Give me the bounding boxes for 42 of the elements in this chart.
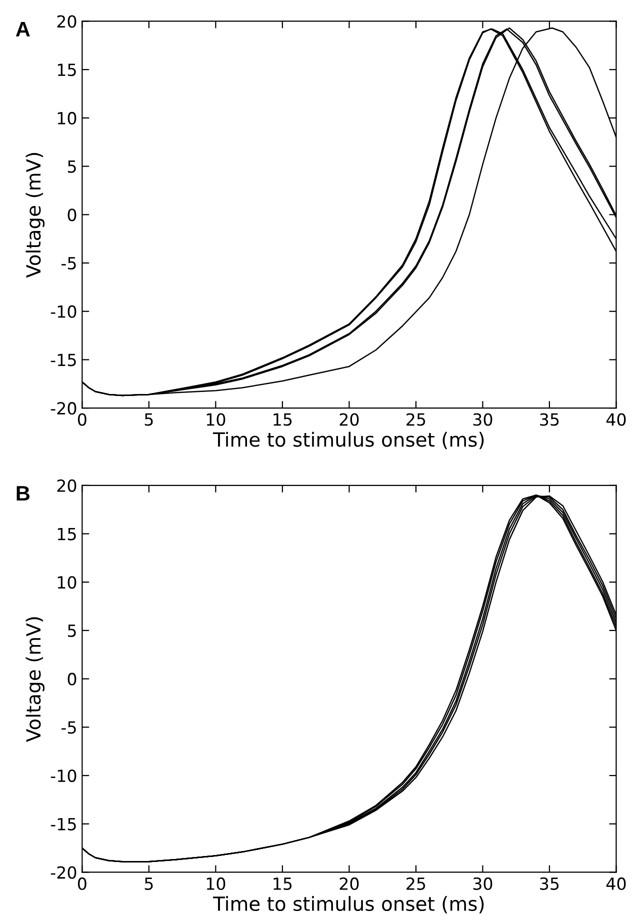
y-tick-label: -10 <box>50 769 76 782</box>
y-tick-label: 0 <box>68 208 76 222</box>
y-tick-label: 10 <box>58 112 76 125</box>
x-tick-label: 35 <box>540 413 559 426</box>
y-tick-label: 15 <box>58 64 76 76</box>
x-tick-label: 30 <box>473 877 492 890</box>
y-axis-title: Voltage (mV) <box>26 153 45 278</box>
y-tick-label: -5 <box>61 257 76 270</box>
x-tick-label: 40 <box>606 877 626 890</box>
x-axis-title: Time to stimulus onset (ms) <box>212 432 484 450</box>
x-tick-label: 0 <box>78 877 86 890</box>
y-tick-label: -20 <box>50 866 76 879</box>
y-tick-label: -15 <box>50 354 76 366</box>
x-tick-label: 0 <box>78 413 86 426</box>
x-tick-label: 15 <box>274 878 292 890</box>
x-tick-label: 20 <box>340 877 359 890</box>
y-tick-label: 5 <box>68 624 76 638</box>
y-tick-label: -20 <box>50 402 76 415</box>
y-tick-label: -15 <box>50 818 76 830</box>
x-tick-label: 15 <box>274 413 292 426</box>
y-tick-label: 5 <box>68 160 76 173</box>
y-axis-title: Voltage (mV) <box>26 617 45 742</box>
y-tick-label: -5 <box>61 721 76 734</box>
x-tick-label: 5 <box>144 413 153 426</box>
x-tick-label: 10 <box>206 877 226 890</box>
y-tick-label: 20 <box>57 479 76 492</box>
x-tick-label: 30 <box>473 413 492 426</box>
chart-title: A <box>16 22 30 36</box>
y-tick-label: 10 <box>58 576 76 589</box>
x-tick-label: 25 <box>406 413 426 426</box>
x-tick-label: 25 <box>406 877 426 890</box>
x-tick-label: 40 <box>606 413 626 426</box>
x-axis-title: Time to stimulus onset (ms) <box>212 896 484 914</box>
chart-title: B <box>16 486 30 501</box>
y-tick-label: -10 <box>50 305 76 318</box>
x-tick-label: 5 <box>144 878 153 890</box>
y-tick-label: 15 <box>58 528 76 540</box>
y-tick-label: 20 <box>57 15 76 28</box>
y-tick-label: 0 <box>68 672 76 686</box>
x-tick-label: 10 <box>206 413 226 426</box>
x-tick-label: 35 <box>540 877 559 890</box>
x-tick-label: 20 <box>340 413 359 426</box>
